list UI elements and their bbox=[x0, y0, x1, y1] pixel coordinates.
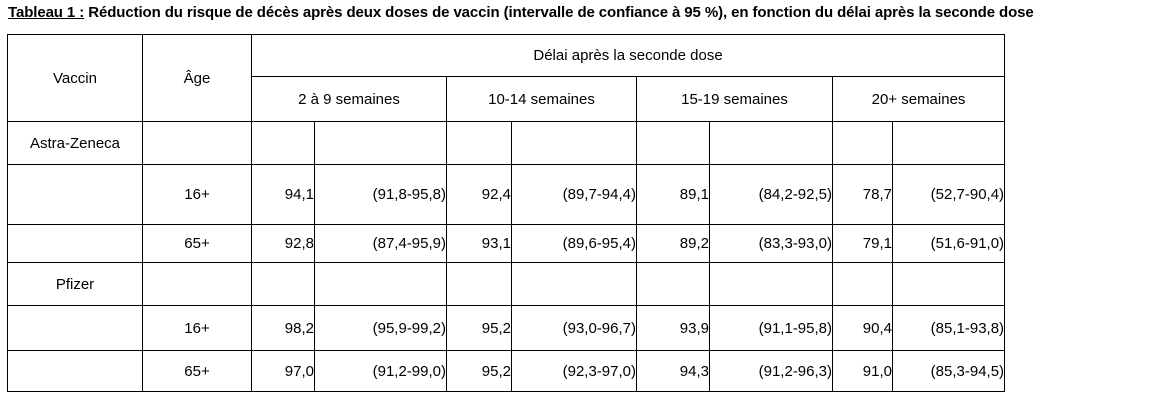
ci-cell bbox=[891, 262, 1006, 306]
column-header-delay-2-9: 2 à 9 semaines bbox=[251, 76, 447, 122]
value-cell: 94,1 bbox=[251, 164, 315, 225]
ci-cell: (51,6-91,0) bbox=[891, 224, 1006, 263]
value-cell: 92,4 bbox=[446, 164, 512, 225]
column-header-age: Âge bbox=[142, 34, 252, 122]
header-row-delays: 2 à 9 semaines 10-14 semaines 15-19 sema… bbox=[8, 76, 1006, 122]
value-cell bbox=[446, 262, 512, 306]
table-row-az-16plus: 16+ 94,1 (91,8-95,8) 92,4 (89,7-94,4) 89… bbox=[7, 164, 1006, 225]
vaccine-cell bbox=[7, 305, 143, 351]
ci-cell bbox=[511, 262, 637, 306]
value-cell bbox=[636, 262, 710, 306]
vaccine-cell bbox=[7, 224, 143, 263]
column-header-delay-group: Délai après la seconde dose bbox=[250, 34, 1006, 77]
age-cell: 16+ bbox=[142, 305, 252, 351]
value-cell: 89,2 bbox=[636, 224, 710, 263]
ci-cell: (52,7-90,4) bbox=[891, 164, 1006, 225]
vaccine-cell bbox=[7, 350, 143, 392]
table-title-label: Tableau 1 : bbox=[8, 4, 85, 21]
column-header-delay-15-19: 15-19 semaines bbox=[636, 76, 833, 122]
age-cell bbox=[142, 262, 252, 306]
ci-cell: (91,2-96,3) bbox=[709, 350, 833, 392]
data-table: Vaccin Âge Délai après la seconde dose 2… bbox=[7, 34, 1006, 392]
ci-cell: (91,1-95,8) bbox=[709, 305, 833, 351]
value-cell bbox=[636, 121, 710, 165]
column-header-vaccin: Vaccin bbox=[7, 34, 143, 122]
value-cell bbox=[832, 121, 893, 165]
ci-cell bbox=[891, 121, 1006, 165]
table-row-az-65plus: 65+ 92,8 (87,4-95,9) 93,1 (89,6-95,4) 89… bbox=[7, 224, 1006, 263]
value-cell: 95,2 bbox=[446, 305, 512, 351]
value-cell: 89,1 bbox=[636, 164, 710, 225]
ci-cell: (83,3-93,0) bbox=[709, 224, 833, 263]
ci-cell: (91,2-99,0) bbox=[314, 350, 447, 392]
table-title-text: Réduction du risque de décès après deux … bbox=[88, 4, 1034, 21]
table-title: Tableau 1 : Réduction du risque de décès… bbox=[8, 4, 1156, 21]
value-cell: 94,3 bbox=[636, 350, 710, 392]
ci-cell bbox=[511, 121, 637, 165]
column-header-delay-10-14: 10-14 semaines bbox=[446, 76, 637, 122]
value-cell: 93,1 bbox=[446, 224, 512, 263]
ci-cell: (84,2-92,5) bbox=[709, 164, 833, 225]
ci-cell: (85,1-93,8) bbox=[891, 305, 1006, 351]
value-cell: 78,7 bbox=[832, 164, 893, 225]
vaccine-cell: Astra-Zeneca bbox=[7, 121, 143, 165]
value-cell: 92,8 bbox=[251, 224, 315, 263]
value-cell: 79,1 bbox=[832, 224, 893, 263]
ci-cell: (85,3-94,5) bbox=[891, 350, 1006, 392]
age-cell: 65+ bbox=[142, 224, 252, 263]
value-cell: 90,4 bbox=[832, 305, 893, 351]
ci-cell: (89,7-94,4) bbox=[511, 164, 637, 225]
column-header-delay-20plus: 20+ semaines bbox=[831, 76, 1006, 122]
vaccine-cell: Pfizer bbox=[7, 262, 143, 306]
value-cell bbox=[251, 262, 315, 306]
age-cell bbox=[142, 121, 252, 165]
ci-cell: (87,4-95,9) bbox=[314, 224, 447, 263]
ci-cell: (92,3-97,0) bbox=[511, 350, 637, 392]
value-cell bbox=[832, 262, 893, 306]
ci-cell bbox=[314, 121, 447, 165]
ci-cell bbox=[314, 262, 447, 306]
ci-cell bbox=[709, 121, 833, 165]
ci-cell: (95,9-99,2) bbox=[314, 305, 447, 351]
ci-cell: (91,8-95,8) bbox=[314, 164, 447, 225]
ci-cell: (89,6-95,4) bbox=[511, 224, 637, 263]
value-cell: 93,9 bbox=[636, 305, 710, 351]
table-row-pfizer: Pfizer bbox=[7, 262, 1006, 306]
table-row-pf-16plus: 16+ 98,2 (95,9-99,2) 95,2 (93,0-96,7) 93… bbox=[7, 305, 1006, 351]
value-cell: 91,0 bbox=[832, 350, 893, 392]
age-cell: 65+ bbox=[142, 350, 252, 392]
value-cell bbox=[446, 121, 512, 165]
ci-cell bbox=[709, 262, 833, 306]
header-row-group: Vaccin Âge Délai après la seconde dose bbox=[7, 34, 1006, 122]
value-cell: 97,0 bbox=[251, 350, 315, 392]
value-cell bbox=[251, 121, 315, 165]
vaccine-cell bbox=[7, 164, 143, 225]
value-cell: 95,2 bbox=[446, 350, 512, 392]
ci-cell: (93,0-96,7) bbox=[511, 305, 637, 351]
age-cell: 16+ bbox=[142, 164, 252, 225]
table-row-astrazeneca: Astra-Zeneca bbox=[7, 121, 1006, 165]
value-cell: 98,2 bbox=[251, 305, 315, 351]
table-row-pf-65plus: 65+ 97,0 (91,2-99,0) 95,2 (92,3-97,0) 94… bbox=[7, 350, 1006, 392]
